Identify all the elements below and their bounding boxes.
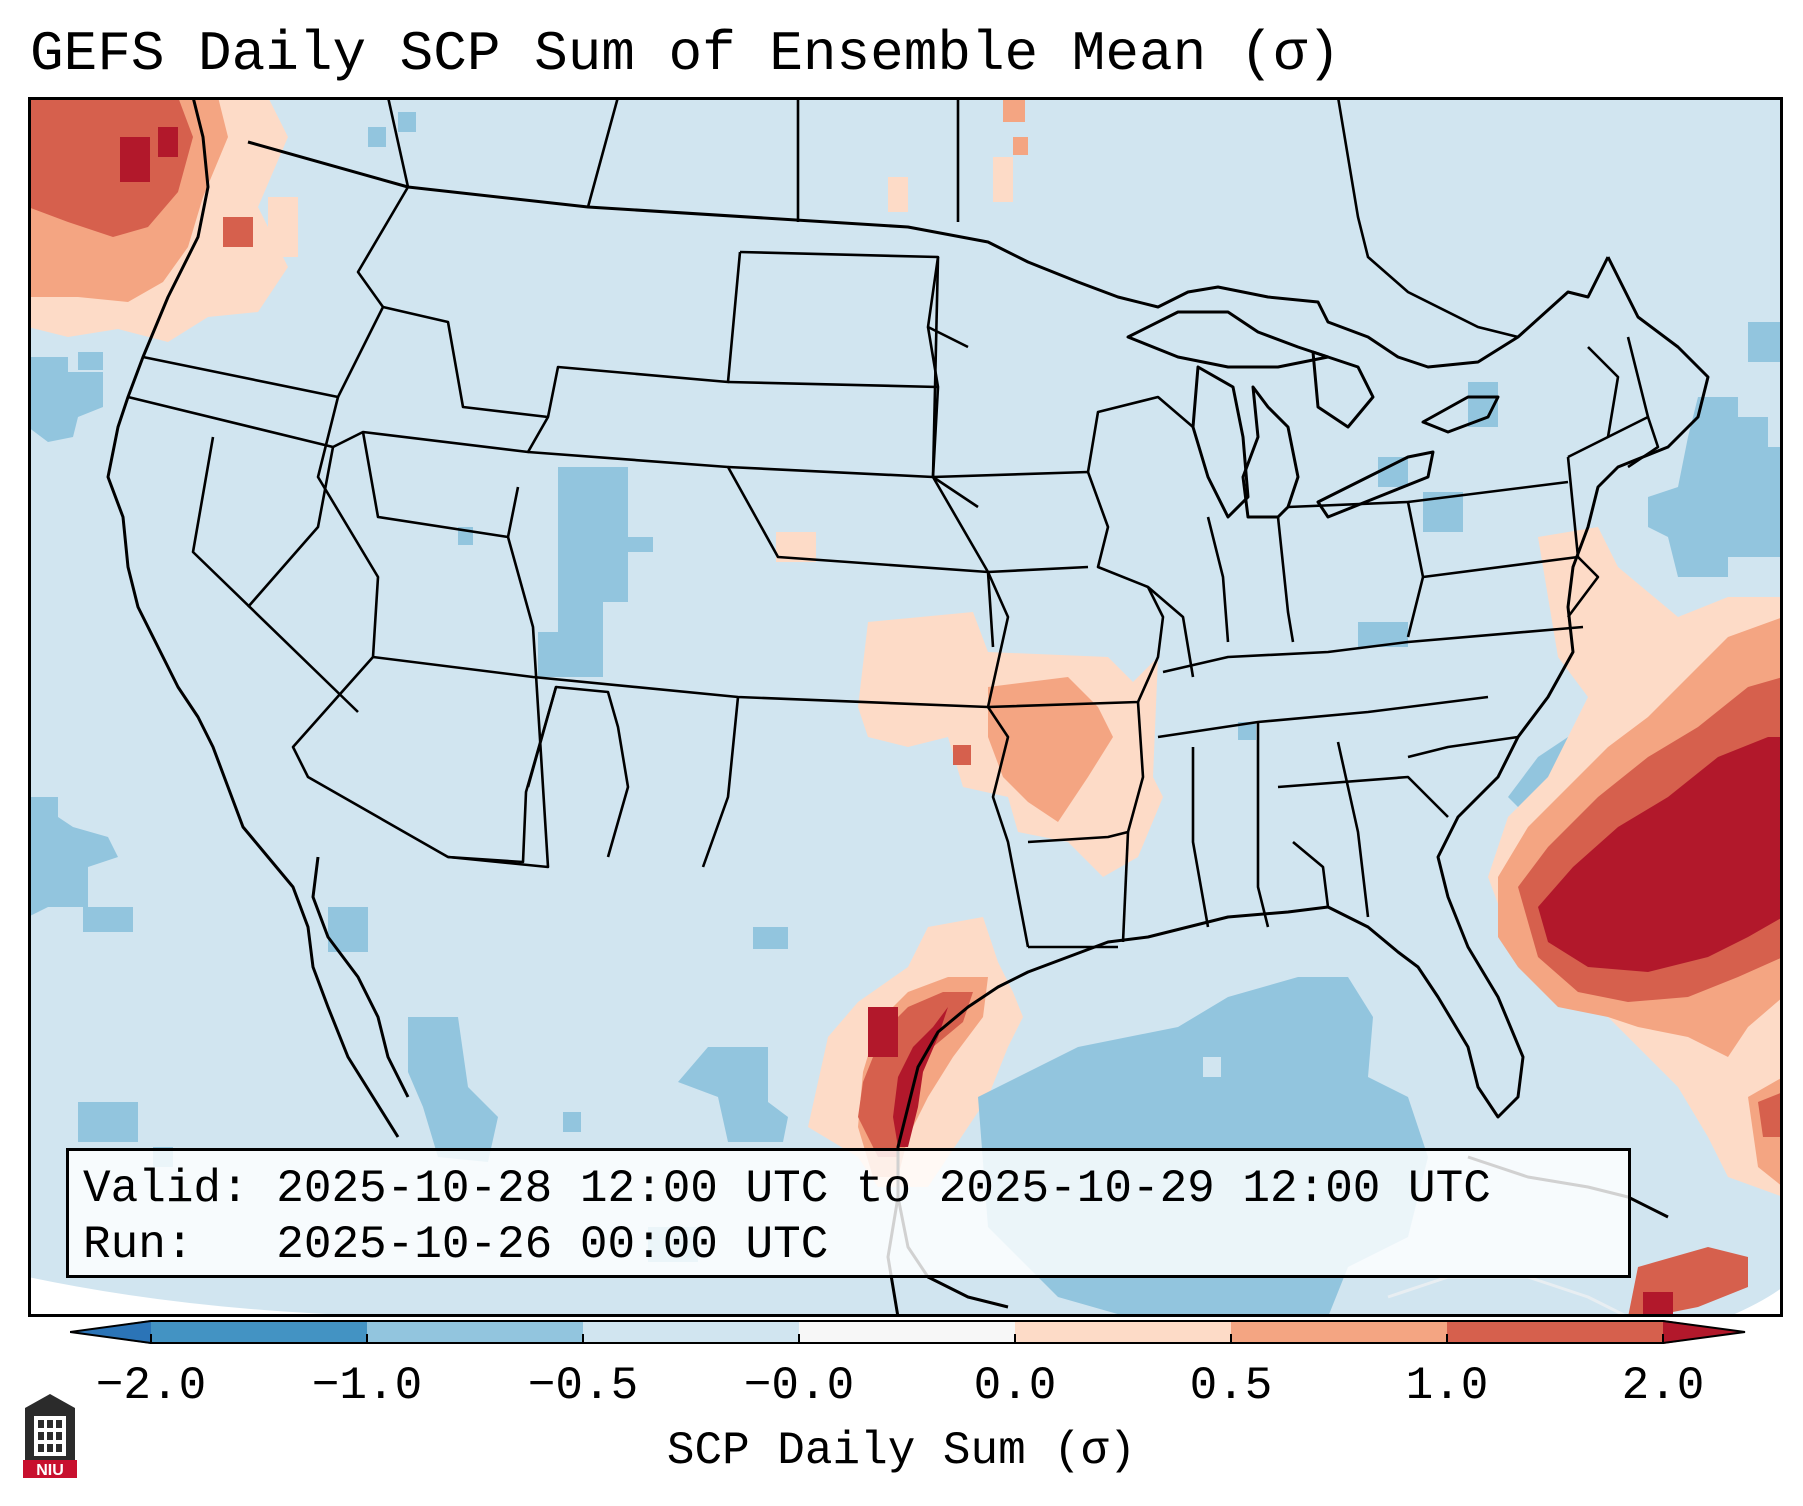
patch-mexico-2 bbox=[678, 1047, 788, 1142]
patch-pacific-5 bbox=[78, 1102, 138, 1142]
patch-pacific-4 bbox=[83, 907, 133, 932]
patch-baja bbox=[408, 1017, 498, 1162]
anomaly-colorado bbox=[538, 467, 653, 677]
colorbar-segment-neg-strong bbox=[151, 1320, 367, 1344]
patch-pacific-2 bbox=[78, 352, 103, 370]
patch-bc-2 bbox=[398, 112, 416, 132]
patch-tennessee bbox=[1238, 722, 1256, 740]
colorbar-tick-label: −0.0 bbox=[743, 1360, 855, 1412]
state-borders bbox=[127, 186, 1660, 949]
colorbar-extend-min bbox=[70, 1320, 151, 1344]
patch-atlantic-n bbox=[1748, 322, 1783, 362]
anomaly-western-atlantic bbox=[1488, 527, 1783, 1197]
colorbar-tick-label: 2.0 bbox=[1621, 1360, 1705, 1412]
valid-run-box: Valid: 2025-10-28 12:00 UTC to 2025-10-2… bbox=[66, 1148, 1631, 1278]
colorbar-segment-zero bbox=[799, 1320, 1015, 1344]
colorbar-segment-pos-mid bbox=[1231, 1320, 1447, 1344]
colorbar-tick-label: 0.0 bbox=[973, 1360, 1057, 1412]
patch-lake-erie bbox=[1378, 457, 1408, 487]
patch-canada-1 bbox=[1003, 97, 1025, 122]
anomaly-pacific-northwest bbox=[28, 97, 298, 342]
niu-logo-text: NIU bbox=[36, 1462, 64, 1479]
run-time-line: Run: 2025-10-26 00:00 UTC bbox=[83, 1219, 829, 1271]
patch-pacific-1 bbox=[28, 357, 103, 442]
patch-atlantic-ne bbox=[1648, 397, 1783, 577]
map-frame bbox=[28, 97, 1783, 1317]
map-title: GEFS Daily SCP Sum of Ensemble Mean (σ) bbox=[30, 22, 1341, 86]
colorbar-extend-max bbox=[1663, 1320, 1745, 1344]
patch-canada-2 bbox=[1013, 137, 1028, 155]
niu-logo: NIU bbox=[23, 1394, 77, 1479]
patch-canada-4 bbox=[888, 177, 908, 212]
patch-canada-3 bbox=[993, 157, 1013, 202]
colorbar-title: SCP Daily Sum (σ) bbox=[666, 1425, 1137, 1477]
colorbar-tick-label: 0.5 bbox=[1189, 1360, 1273, 1412]
patch-bc-1 bbox=[368, 127, 386, 147]
colorbar-segment-neg-mid bbox=[367, 1320, 583, 1344]
anomaly-hispaniola-core bbox=[1643, 1292, 1673, 1317]
patch-pacific-3 bbox=[28, 797, 118, 917]
colorbar bbox=[70, 1320, 1746, 1344]
patch-mexico-4 bbox=[563, 1112, 581, 1132]
scp-map bbox=[28, 97, 1783, 1317]
anomaly-southern-plains bbox=[776, 532, 1163, 877]
colorbar-tick-label: −0.5 bbox=[527, 1360, 639, 1412]
colorbar-tick-label: 1.0 bbox=[1405, 1360, 1489, 1412]
colorbar-segment-pos-strong bbox=[1447, 1320, 1663, 1344]
valid-time-line: Valid: 2025-10-28 12:00 UTC to 2025-10-2… bbox=[83, 1163, 1491, 1215]
coastlines bbox=[106, 97, 1710, 1317]
colorbar-segment-neg-weak bbox=[583, 1320, 799, 1344]
colorbar-tick-label: −2.0 bbox=[95, 1360, 207, 1412]
province-borders bbox=[386, 97, 1519, 339]
colorbar-tick-label: −1.0 bbox=[311, 1360, 423, 1412]
anomaly-texas-coast bbox=[808, 917, 1023, 1187]
patch-mexico-3 bbox=[753, 927, 788, 949]
colorbar-segment-pos-weak bbox=[1015, 1320, 1231, 1344]
